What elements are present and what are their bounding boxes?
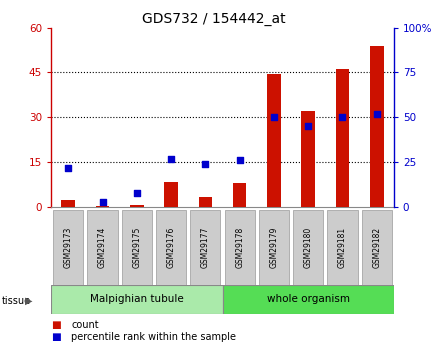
Bar bbox=[53, 210, 83, 285]
Bar bbox=[370, 46, 384, 207]
Bar bbox=[198, 197, 212, 207]
Bar bbox=[156, 210, 186, 285]
Text: GSM29174: GSM29174 bbox=[98, 227, 107, 268]
Text: GSM29180: GSM29180 bbox=[303, 227, 313, 268]
Text: GSM29176: GSM29176 bbox=[166, 227, 176, 268]
Bar bbox=[259, 210, 289, 285]
Point bbox=[305, 124, 312, 129]
Text: ■: ■ bbox=[51, 321, 61, 330]
Text: tissue: tissue bbox=[2, 296, 31, 306]
Bar bbox=[328, 210, 357, 285]
Bar bbox=[362, 210, 392, 285]
Bar bbox=[267, 74, 281, 207]
Text: GSM29179: GSM29179 bbox=[269, 227, 279, 268]
Bar bbox=[222, 285, 394, 314]
Bar bbox=[122, 210, 152, 285]
Text: GSM29173: GSM29173 bbox=[64, 227, 73, 268]
Bar bbox=[61, 199, 75, 207]
Bar bbox=[88, 210, 117, 285]
Text: GSM29178: GSM29178 bbox=[235, 227, 244, 268]
Point bbox=[236, 158, 243, 163]
Bar bbox=[225, 210, 255, 285]
Point bbox=[65, 165, 72, 170]
Point bbox=[339, 115, 346, 120]
Bar bbox=[130, 205, 144, 207]
Point bbox=[202, 161, 209, 167]
Bar bbox=[96, 206, 109, 207]
Text: GSM29177: GSM29177 bbox=[201, 227, 210, 268]
Point bbox=[373, 111, 380, 117]
Text: GSM29175: GSM29175 bbox=[132, 227, 142, 268]
Point bbox=[271, 115, 278, 120]
Text: percentile rank within the sample: percentile rank within the sample bbox=[71, 333, 236, 342]
Bar bbox=[336, 69, 349, 207]
Bar bbox=[233, 183, 247, 207]
Point bbox=[99, 199, 106, 204]
Text: GSM29182: GSM29182 bbox=[372, 227, 381, 268]
Text: whole organism: whole organism bbox=[267, 294, 350, 304]
Text: count: count bbox=[71, 321, 99, 330]
Text: GDS732 / 154442_at: GDS732 / 154442_at bbox=[142, 12, 285, 26]
Text: ▶: ▶ bbox=[24, 296, 32, 306]
Text: ■: ■ bbox=[51, 333, 61, 342]
Bar bbox=[293, 210, 323, 285]
Bar bbox=[190, 210, 220, 285]
Point bbox=[168, 156, 175, 161]
Bar bbox=[301, 111, 315, 207]
Bar bbox=[51, 285, 223, 314]
Point bbox=[134, 190, 141, 195]
Text: GSM29181: GSM29181 bbox=[338, 227, 347, 268]
Text: Malpighian tubule: Malpighian tubule bbox=[90, 294, 184, 304]
Bar bbox=[164, 181, 178, 207]
